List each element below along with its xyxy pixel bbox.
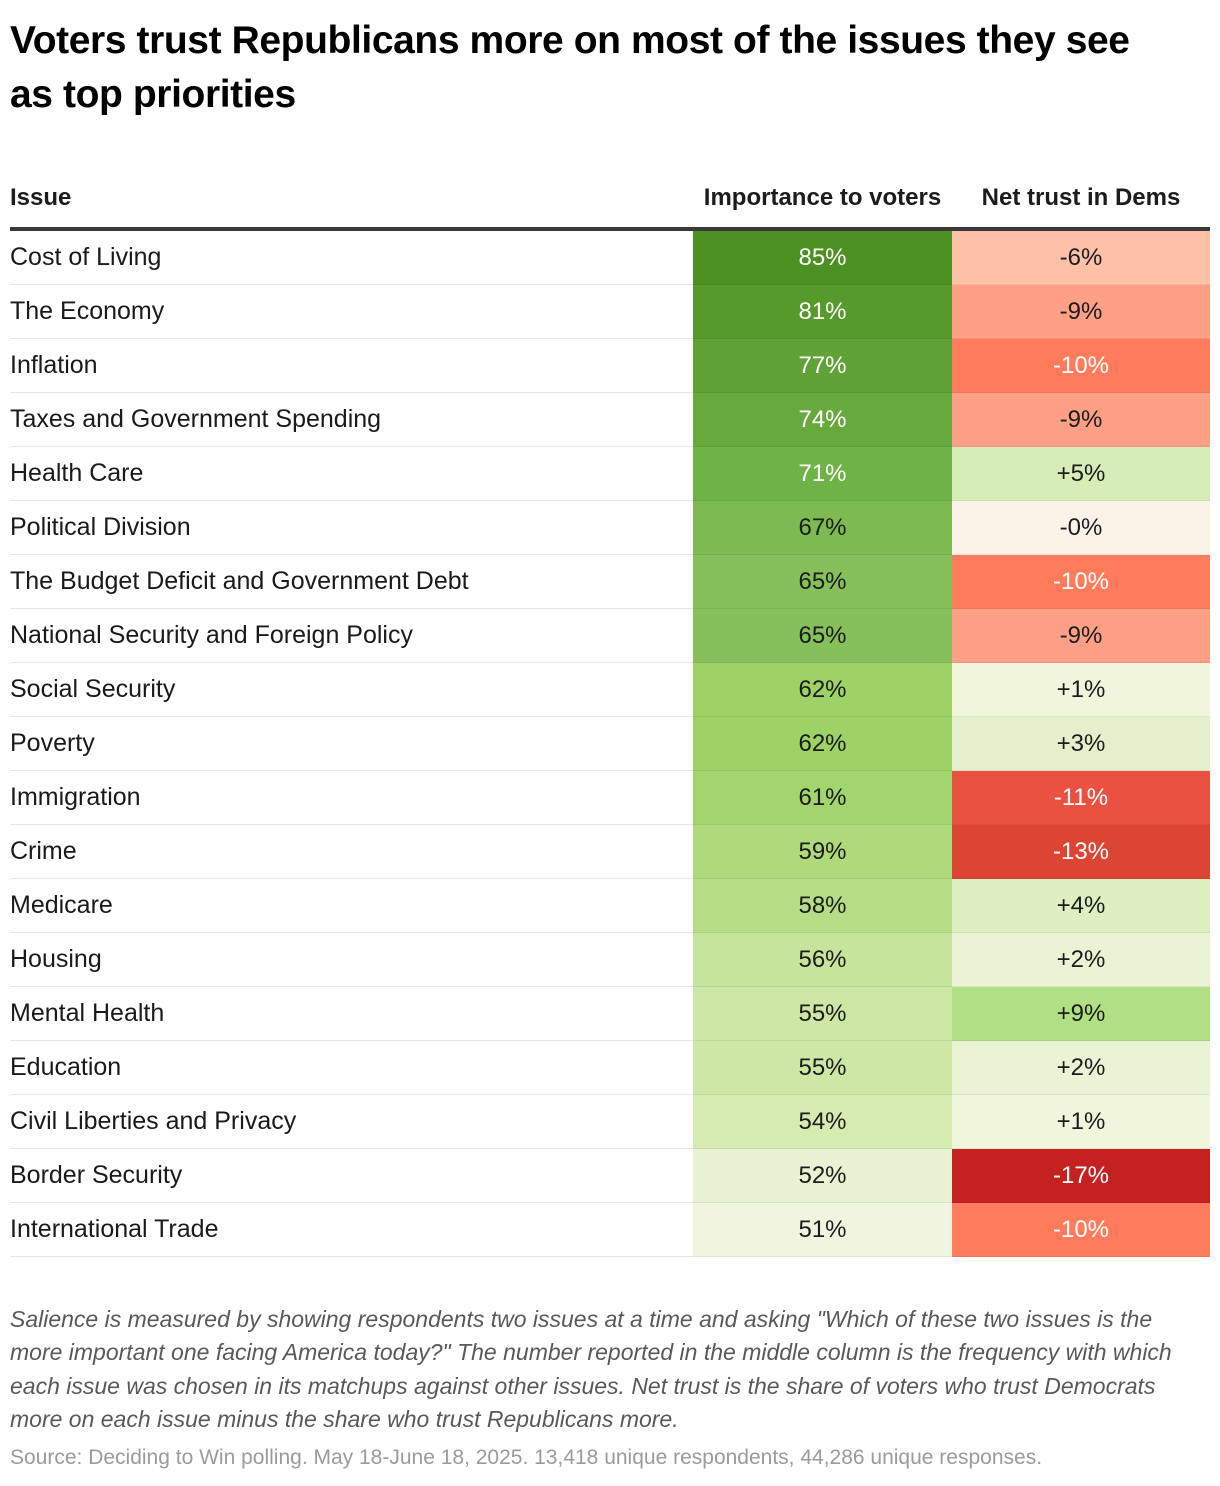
table-row: Medicare 58% +4% [10,879,1210,934]
importance-cell: 51% [693,1203,952,1258]
issue-label: Border Security [10,1149,693,1204]
issue-label: Taxes and Government Spending [10,393,693,448]
importance-cell: 62% [693,717,952,772]
net-trust-cell: +5% [952,447,1210,502]
importance-cell: 74% [693,393,952,448]
importance-cell: 52% [693,1149,952,1204]
header-rule [10,227,1210,232]
issue-label: The Budget Deficit and Government Debt [10,555,693,610]
issue-label: National Security and Foreign Policy [10,609,693,664]
column-header-issue: Issue [10,183,72,211]
importance-cell: 55% [693,987,952,1042]
chart-card: Voters trust Republicans more on most of… [0,14,1220,1470]
table-row: The Economy 81% -9% [10,285,1210,340]
importance-cell: 54% [693,1095,952,1150]
net-trust-cell: -9% [952,609,1210,664]
net-trust-cell: -0% [952,501,1210,556]
table-row: Poverty 62% +3% [10,717,1210,772]
net-trust-cell: +2% [952,1041,1210,1096]
issue-label: Inflation [10,339,693,394]
importance-cell: 62% [693,663,952,718]
column-header-net-trust: Net trust in Dems [981,183,1181,211]
table-row: National Security and Foreign Policy 65%… [10,609,1210,664]
issue-label: Education [10,1041,693,1096]
table-row: Housing 56% +2% [10,933,1210,988]
importance-cell: 77% [693,339,952,394]
net-trust-cell: -17% [952,1149,1210,1204]
importance-cell: 59% [693,825,952,880]
methodology-note: Salience is measured by showing responde… [10,1306,1172,1432]
table-row: Immigration 61% -11% [10,771,1210,826]
importance-cell: 71% [693,447,952,502]
table-row: Cost of Living 85% -6% [10,231,1210,286]
page-title: Voters trust Republicans more on most of… [10,19,1130,116]
importance-cell: 81% [693,285,952,340]
net-trust-cell: -10% [952,555,1210,610]
table-row: Crime 59% -13% [10,825,1210,880]
table-row: Political Division 67% -0% [10,501,1210,556]
net-trust-cell: -6% [952,231,1210,286]
issue-label: The Economy [10,285,693,340]
issue-label: Mental Health [10,987,693,1042]
net-trust-cell: +1% [952,1095,1210,1150]
issue-label: Poverty [10,717,693,772]
net-trust-cell: +1% [952,663,1210,718]
issue-label: Immigration [10,771,693,826]
importance-cell: 58% [693,879,952,934]
net-trust-cell: -9% [952,285,1210,340]
issue-label: Cost of Living [10,231,693,286]
table-row: Border Security 52% -17% [10,1149,1210,1204]
net-trust-cell: +2% [952,933,1210,988]
net-trust-cell: -10% [952,339,1210,394]
issue-label: Political Division [10,501,693,556]
net-trust-cell: -13% [952,825,1210,880]
net-trust-cell: +9% [952,987,1210,1042]
table-row: Social Security 62% +1% [10,663,1210,718]
column-header-importance: Importance to voters [703,183,942,211]
table-row: Taxes and Government Spending 74% -9% [10,393,1210,448]
importance-cell: 55% [693,1041,952,1096]
net-trust-cell: -11% [952,771,1210,826]
issue-label: Crime [10,825,693,880]
table-body: Cost of Living 85% -6% The Economy 81% -… [10,231,1210,1258]
table-row: Inflation 77% -10% [10,339,1210,394]
net-trust-cell: +4% [952,879,1210,934]
net-trust-cell: -9% [952,393,1210,448]
source-note: Source: Deciding to Win polling. May 18-… [10,1445,1043,1469]
issue-label: Medicare [10,879,693,934]
table-header: Issue Importance to voters Net trust in … [10,182,1210,228]
net-trust-cell: -10% [952,1203,1210,1258]
importance-cell: 67% [693,501,952,556]
importance-cell: 65% [693,555,952,610]
importance-cell: 85% [693,231,952,286]
net-trust-cell: +3% [952,717,1210,772]
table-row: International Trade 51% -10% [10,1203,1210,1258]
table-row: Education 55% +2% [10,1041,1210,1096]
importance-cell: 61% [693,771,952,826]
issue-label: International Trade [10,1203,693,1258]
issue-label: Health Care [10,447,693,502]
table-row: Mental Health 55% +9% [10,987,1210,1042]
issue-label: Civil Liberties and Privacy [10,1095,693,1150]
importance-cell: 65% [693,609,952,664]
issue-label: Housing [10,933,693,988]
issue-label: Social Security [10,663,693,718]
table-row: The Budget Deficit and Government Debt 6… [10,555,1210,610]
importance-cell: 56% [693,933,952,988]
table-row: Civil Liberties and Privacy 54% +1% [10,1095,1210,1150]
table-row: Health Care 71% +5% [10,447,1210,502]
